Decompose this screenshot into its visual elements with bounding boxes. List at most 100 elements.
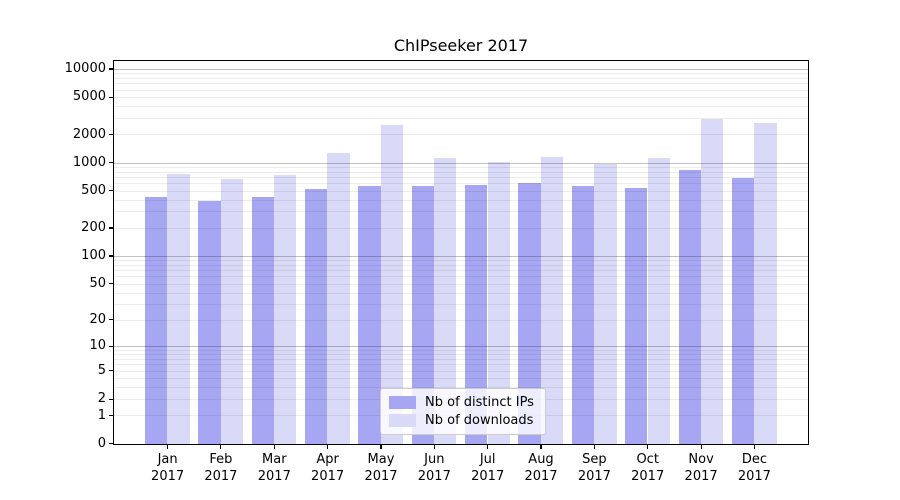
x-tick-mark	[753, 445, 755, 449]
x-tick-label: Mar 2017	[234, 451, 314, 485]
bar-aug-distinct-ips	[518, 183, 541, 444]
gridline-minor	[114, 276, 808, 278]
x-tick-month: Mar	[262, 452, 287, 467]
y-tick-label: 1	[97, 407, 106, 423]
x-tick-year: 2017	[577, 469, 611, 484]
plot-area	[113, 60, 809, 445]
gridline-minor	[114, 190, 808, 192]
y-tick-mark	[109, 398, 113, 400]
x-tick-month: Sep	[582, 452, 607, 467]
bar-apr-downloads	[327, 153, 350, 444]
y-tick-label: 500	[81, 182, 106, 198]
x-tick-label: Oct 2017	[608, 451, 688, 485]
x-tick-year: 2017	[417, 469, 451, 484]
gridline-minor	[114, 319, 808, 321]
y-tick-mark	[109, 415, 113, 417]
bar-sep-distinct-ips	[571, 185, 595, 444]
gridline-minor	[114, 183, 808, 185]
y-tick-mark	[109, 190, 113, 192]
x-tick-year: 2017	[524, 469, 558, 484]
bar-mar-downloads	[274, 175, 297, 444]
y-tick-mark	[109, 283, 113, 285]
gridline-minor	[114, 349, 808, 351]
y-tick-mark	[109, 255, 113, 257]
bar-dec-downloads	[754, 123, 777, 444]
y-tick-mark	[109, 443, 113, 445]
y-tick-mark	[109, 96, 113, 98]
x-tick-year: 2017	[684, 469, 718, 484]
gridline-minor	[114, 370, 808, 372]
gridline-minor	[114, 354, 808, 356]
x-tick-label: Dec 2017	[714, 451, 794, 485]
x-tick-month: Feb	[209, 452, 233, 467]
x-tick-mark	[327, 445, 329, 449]
legend-label-distinct-ips: Nb of distinct IPs	[425, 394, 534, 410]
x-tick-year: 2017	[737, 469, 771, 484]
gridline-minor	[114, 283, 808, 285]
x-tick-month: May	[367, 452, 395, 467]
x-tick-year: 2017	[631, 469, 665, 484]
x-tick-label: Aug 2017	[501, 451, 581, 485]
x-tick-year: 2017	[151, 469, 185, 484]
bar-jul-distinct-ips	[465, 184, 488, 444]
y-tick-mark	[109, 370, 113, 372]
y-tick-label: 5000	[72, 89, 106, 105]
gridline-minor	[114, 171, 808, 173]
y-tick-mark	[109, 162, 113, 164]
y-tick-label: 1000	[72, 154, 106, 170]
x-tick-month: Apr	[316, 452, 339, 467]
x-tick-year: 2017	[257, 469, 291, 484]
x-tick-label: Feb 2017	[181, 451, 261, 485]
x-tick-label: Nov 2017	[661, 451, 741, 485]
gridline-minor	[114, 97, 808, 98]
y-tick-label: 200	[81, 220, 106, 235]
legend-item-distinct-ips: Nb of distinct IPs	[389, 393, 537, 412]
legend-swatch-distinct-ips-icon	[389, 395, 416, 409]
legend: Nb of distinct IPs Nb of downloads	[380, 388, 546, 435]
x-tick-mark	[487, 445, 489, 449]
bar-nov-distinct-ips	[678, 169, 701, 444]
gridline-minor	[114, 177, 808, 178]
x-tick-mark	[700, 445, 702, 449]
bar-may-downloads	[380, 124, 404, 444]
x-tick-label: Jul 2017	[448, 451, 528, 485]
bar-jun-downloads	[434, 157, 457, 444]
gridline-major	[114, 162, 808, 164]
gridline-minor	[114, 359, 808, 360]
gridline-minor	[114, 264, 808, 266]
x-tick-year: 2017	[204, 469, 238, 484]
x-tick-label: Apr 2017	[288, 451, 368, 485]
gridline-minor	[114, 260, 808, 261]
x-tick-mark	[273, 445, 275, 449]
bar-oct-downloads	[647, 158, 670, 444]
gridline-minor	[114, 292, 808, 294]
y-tick-label: 10000	[64, 61, 106, 76]
bar-jan-distinct-ips	[145, 196, 168, 444]
bar-nov-downloads	[700, 119, 724, 444]
x-tick-month: Dec	[741, 452, 767, 467]
x-tick-month: Nov	[688, 452, 714, 467]
x-tick-mark	[167, 445, 169, 449]
bar-aug-downloads	[540, 156, 564, 444]
bar-feb-downloads	[220, 179, 244, 444]
x-tick-month: Jan	[157, 452, 178, 467]
y-tick-mark	[109, 68, 113, 70]
chart-title: ChIPseeker 2017	[393, 36, 529, 55]
x-tick-month: Aug	[528, 452, 554, 467]
bar-feb-distinct-ips	[198, 201, 221, 444]
y-tick-label: 10	[89, 338, 106, 354]
x-tick-month: Jun	[424, 452, 445, 467]
x-tick-label: Sep 2017	[554, 451, 634, 485]
gridline-minor	[114, 73, 808, 75]
bar-jul-downloads	[487, 162, 510, 444]
gridline-minor	[114, 106, 808, 108]
bar-jan-downloads	[167, 174, 190, 444]
bar-jun-distinct-ips	[411, 185, 435, 444]
x-tick-year: 2017	[471, 469, 505, 484]
bar-may-distinct-ips	[358, 185, 381, 444]
x-tick-month: Oct	[636, 452, 659, 467]
y-tick-label: 20	[89, 311, 106, 327]
legend-swatch-downloads-icon	[389, 414, 416, 428]
gridline-minor	[114, 227, 808, 229]
gridline-minor	[114, 117, 808, 119]
